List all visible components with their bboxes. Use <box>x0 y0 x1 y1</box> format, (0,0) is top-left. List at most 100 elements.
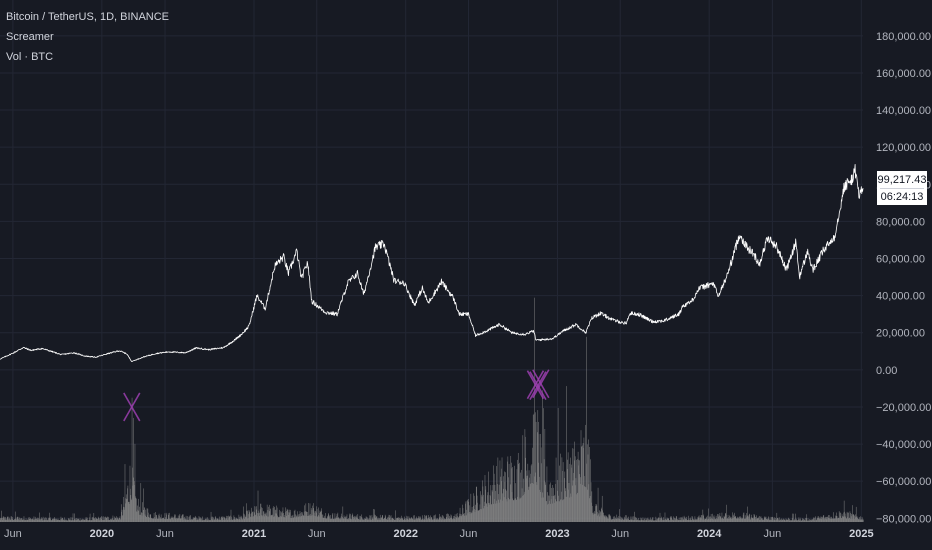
volume-bar <box>586 444 588 522</box>
volume-bar <box>647 518 648 522</box>
volume-bar <box>117 517 119 522</box>
volume-bar <box>767 519 769 522</box>
volume-bar <box>6 519 7 522</box>
volume-bar <box>176 517 178 522</box>
volume-bar <box>71 520 73 522</box>
volume-bar <box>632 519 633 522</box>
volume-bar <box>87 520 89 522</box>
volume-bar <box>320 512 322 522</box>
volume-bar <box>401 517 403 522</box>
volume-bar <box>204 519 206 522</box>
volume-bar <box>314 512 315 522</box>
volume-bar <box>734 516 736 522</box>
volume-bar <box>835 516 837 522</box>
volume-bar <box>695 518 697 522</box>
volume-bar <box>792 520 794 522</box>
volume-bar <box>214 519 215 522</box>
volume-bar <box>522 495 523 522</box>
volume-bar <box>680 520 681 522</box>
time-axis[interactable]: Jun 2020 Jun 2021 Jun 2022 Jun 2023 Jun 2024 Jun 20… <box>4 528 874 540</box>
volume-bar <box>601 495 603 522</box>
volume-bar <box>342 518 344 522</box>
volume-bar <box>810 520 811 522</box>
volume-bar <box>551 496 553 522</box>
volume-bar <box>595 503 597 522</box>
volume-bar <box>508 497 509 522</box>
volume-bar <box>54 518 56 522</box>
volume-bar <box>485 486 487 522</box>
volume-bar <box>172 517 173 522</box>
volume-bar <box>43 520 44 522</box>
volume-bar <box>7 517 8 522</box>
volume-bar <box>430 515 431 522</box>
volume-bar <box>51 520 53 522</box>
volume-bar <box>607 518 609 522</box>
volume-bar <box>362 519 364 522</box>
volume-bar <box>88 520 89 522</box>
volume-bar <box>697 519 698 522</box>
volume-bar <box>557 480 558 522</box>
volume-bar <box>326 518 328 522</box>
volume-bar <box>820 516 822 522</box>
volume-bar <box>409 517 410 522</box>
volume-bar <box>858 519 860 522</box>
volume-bar <box>82 518 83 522</box>
price-axis[interactable]: 180,000.00160,000.00140,000.00120,000.00… <box>876 31 931 525</box>
volume-bar <box>160 517 161 522</box>
volume-bar <box>784 519 785 522</box>
volume-bar <box>344 516 346 522</box>
volume-bar <box>678 520 679 522</box>
volume-bar <box>119 518 120 522</box>
volume-bar <box>539 489 541 522</box>
volume-bar <box>797 519 799 522</box>
volume-bar <box>621 517 622 522</box>
volume-bar <box>611 519 612 522</box>
volume-bar <box>440 516 442 522</box>
volume-bar <box>289 512 291 522</box>
volume-bar <box>397 517 398 522</box>
volume-bar <box>823 515 825 522</box>
volume-bar <box>301 512 302 522</box>
volume-bar <box>429 516 430 522</box>
volume-bar <box>745 518 747 522</box>
volume-bar <box>663 519 665 522</box>
volume-bar <box>467 513 469 522</box>
volume-bar <box>849 511 851 522</box>
volume-bar <box>66 520 68 522</box>
volume-bar <box>862 519 863 522</box>
symbol-title[interactable]: Bitcoin / TetherUS, 1D, BINANCE <box>6 11 170 23</box>
volume-bar <box>753 517 754 522</box>
volume-bar <box>771 520 773 522</box>
volume-bar <box>258 512 260 522</box>
volume-bar <box>177 515 179 522</box>
volume-bar <box>25 518 27 522</box>
volume-bar <box>721 512 723 522</box>
volume-bar <box>739 518 740 522</box>
volume-bar <box>274 507 275 522</box>
volume-bar <box>453 516 455 522</box>
volume-bar <box>417 519 418 522</box>
indicator-volume-label[interactable]: Vol · BTC <box>6 51 54 63</box>
volume-bar <box>716 517 718 522</box>
volume-bar <box>791 520 792 522</box>
volume-bar <box>515 499 517 522</box>
volume-bar <box>277 515 278 522</box>
volume-bar <box>623 516 625 522</box>
volume-bar <box>788 518 790 522</box>
volume-bar <box>315 511 317 522</box>
volume-bar <box>91 519 92 522</box>
volume-bar <box>567 469 568 522</box>
volume-bar <box>134 443 136 522</box>
volume-bar <box>610 518 612 522</box>
volume-bar <box>254 515 256 522</box>
volume-bar <box>510 468 512 522</box>
indicator-screamer-label[interactable]: Screamer <box>6 31 54 43</box>
volume-bar <box>432 519 433 522</box>
volume-bar <box>33 516 35 522</box>
volume-bar <box>104 519 105 522</box>
volume-bar <box>847 512 849 522</box>
volume-bar <box>286 510 287 522</box>
volume-bar <box>109 519 110 522</box>
volume-bar <box>765 516 767 522</box>
